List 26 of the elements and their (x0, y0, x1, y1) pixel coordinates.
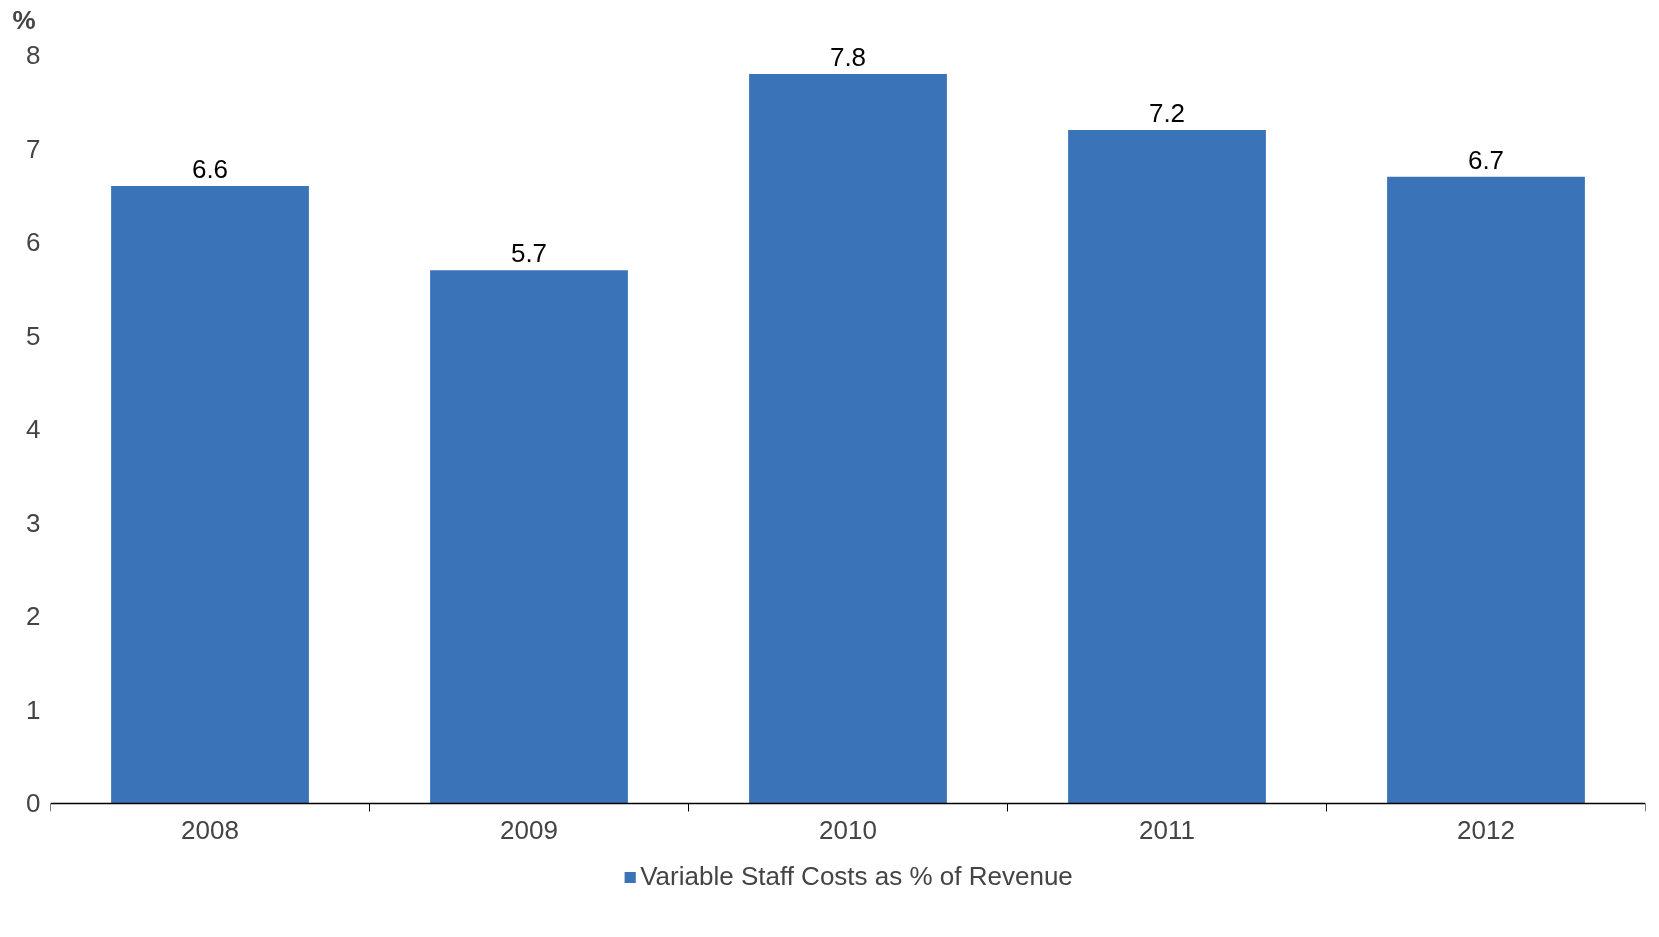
y-tick-label: 3 (26, 507, 41, 538)
data-label: 5.7 (510, 238, 548, 269)
bar (1068, 129, 1266, 804)
y-tick-label: 6 (26, 227, 41, 258)
x-tick-label: 2012 (1457, 815, 1515, 846)
y-tick-label: 2 (26, 601, 41, 632)
bar (749, 73, 947, 804)
legend-label: Variable Staff Costs as % of Revenue (640, 861, 1073, 892)
data-label: 7.2 (1148, 97, 1186, 128)
x-tick-label: 2008 (181, 815, 239, 846)
y-tick-label: 8 (26, 40, 41, 71)
data-label: 6.7 (1467, 144, 1505, 175)
y-tick-label: 7 (26, 133, 41, 164)
y-tick-label: 0 (26, 788, 41, 819)
y-tick-label: 1 (26, 694, 41, 725)
x-tick-label: 2011 (1139, 815, 1195, 846)
y-tick-label: 5 (26, 320, 41, 351)
bar (1387, 176, 1585, 804)
x-tick-label: 2009 (500, 815, 558, 846)
data-label: 6.6 (191, 154, 229, 185)
bar (430, 270, 628, 804)
x-tick-label: 2010 (819, 815, 877, 846)
y-tick-label: 4 (26, 414, 41, 445)
bar (111, 186, 309, 804)
y-axis-title: % (12, 4, 36, 35)
data-label: 7.8 (829, 41, 867, 72)
